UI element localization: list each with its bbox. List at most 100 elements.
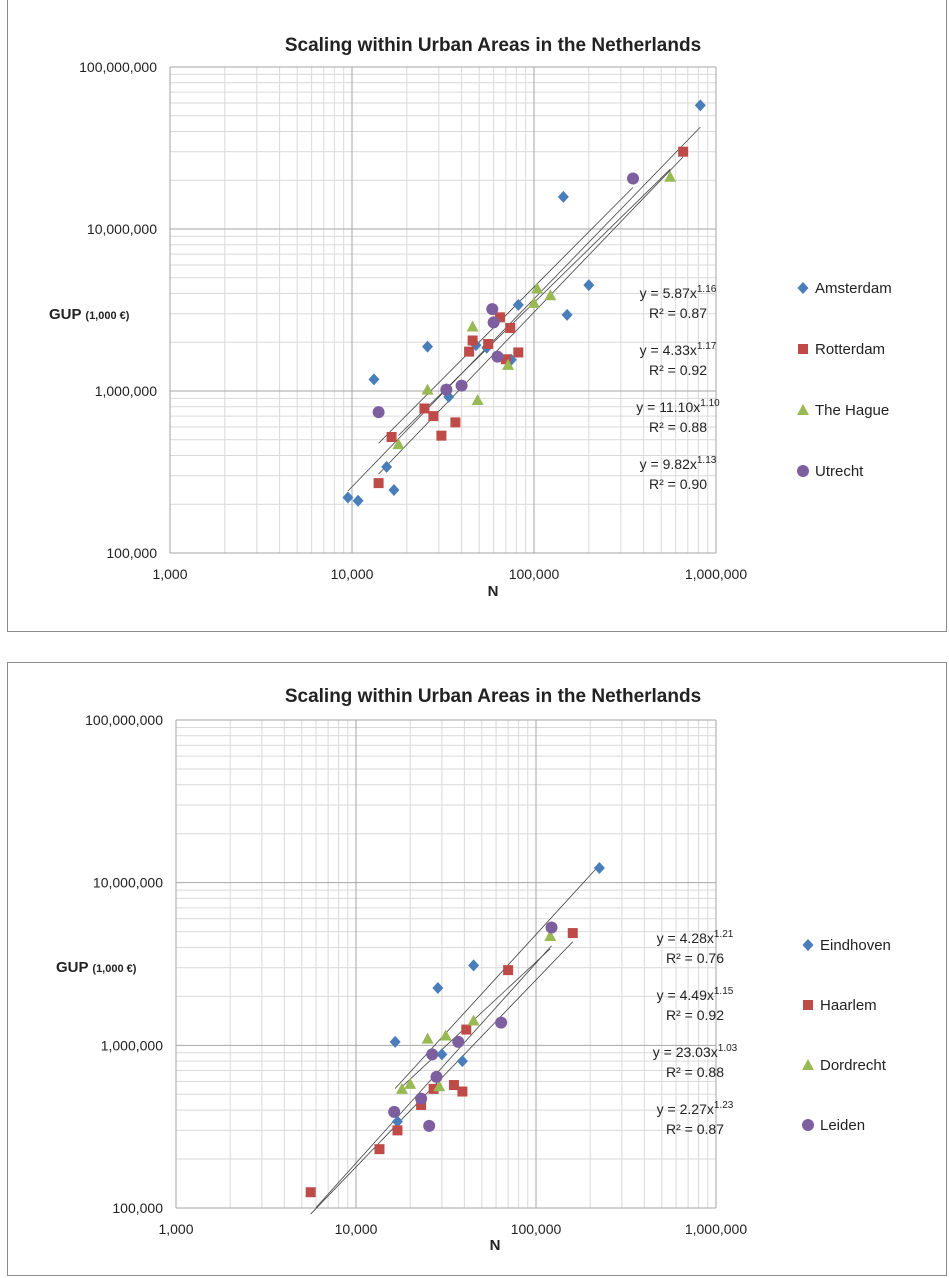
chart-1-rotterdam-point (505, 322, 516, 333)
chart-2-equation: y = 4.28x1.21 (657, 929, 734, 946)
chart-2-x-tick-label: 100,000 (511, 1221, 562, 1237)
chart-1-equation-exponent: 1.16 (697, 284, 717, 295)
chart-1-y-axis-label-main: GUP (49, 306, 82, 323)
chart-1-legend-label-rotterdam: Rotterdam (815, 341, 885, 358)
chart-2-title: Scaling within Urban Areas in the Nether… (285, 686, 701, 707)
chart-1-x-tick-label: 1,000,000 (685, 566, 747, 582)
chart-2-haarlem-point (416, 1099, 427, 1110)
chart-2-legend-item-leiden: Leiden (802, 1117, 865, 1134)
chart-2-legend-item-eindhoven: Eindhoven (802, 937, 891, 954)
chart-2-legend: Eindhoven Haarlem Dordrecht Leiden (802, 937, 891, 1134)
chart-2-leiden-point (426, 1048, 439, 1061)
chart-2-haarlem-point (457, 1086, 468, 1097)
chart-1-equation: y = 5.87x1.16 (640, 284, 717, 301)
chart-2-legend-marker-eindhoven (802, 939, 814, 951)
chart-1-the-hague-point (421, 383, 434, 395)
chart-2-equation-exponent: 1.15 (714, 986, 734, 997)
chart-1-trendline (378, 187, 634, 444)
chart-1-equation: y = 9.82x1.13 (640, 455, 717, 472)
chart-1-markers (342, 99, 706, 507)
chart-1-equation-r2: R² = 0.90 (649, 476, 707, 492)
chart-1-equation-base: y = 11.10x (636, 399, 700, 415)
chart-1-utrecht-point (486, 303, 499, 316)
chart-1-rotterdam-point (494, 312, 505, 323)
chart-1-the-hague-point (502, 358, 515, 370)
chart-1-utrecht-point (455, 379, 468, 392)
chart-1-the-hague-point (664, 170, 677, 182)
chart-1-trendline (378, 156, 684, 475)
chart-2-leiden-point (388, 1105, 401, 1118)
chart-2-leiden-point (430, 1070, 443, 1083)
chart-2-equation-r2: R² = 0.76 (666, 950, 724, 966)
chart-2-equation-exponent: 1.21 (714, 929, 734, 940)
chart-1-legend-marker-utrecht (797, 465, 809, 477)
chart-1-ticks: 1,000 10,000 100,000 1,000,000 100,000 1,000,… (79, 59, 747, 582)
chart-2-dordrecht-point (395, 1082, 408, 1094)
chart-1-the-hague-point (466, 320, 479, 332)
chart-2-ticks: 1,000 10,000 100,000 1,000,000 100,000 1,000,… (85, 712, 747, 1237)
chart-2-equation-r2: R² = 0.92 (666, 1007, 724, 1023)
chart-1-svg: Scaling within Urban Areas in the Nether… (49, 35, 892, 600)
chart-1-legend-item-the-hague: The Hague (797, 402, 889, 419)
chart-1-legend: Amsterdam Rotterdam The Hague Utrecht (797, 280, 892, 480)
chart-1-equation-exponent: 1.17 (697, 341, 717, 352)
chart-1-rotterdam-point (483, 339, 494, 350)
chart-1-rotterdam-point (467, 335, 478, 346)
chart-1-amsterdam-point (422, 340, 434, 353)
chart-1-x-tick-label: 10,000 (331, 566, 374, 582)
chart-2-eindhoven-point (432, 982, 444, 995)
chart-2-leiden-point (423, 1119, 436, 1132)
chart-1-amsterdam-point (561, 308, 573, 321)
chart-2-legend-marker-dordrecht (802, 1059, 814, 1070)
chart-2-equation-exponent: 1.03 (718, 1043, 738, 1054)
chart-2-dordrecht-point (544, 930, 557, 942)
chart-2-y-tick-label: 10,000,000 (93, 875, 163, 891)
chart-2-x-tick-label: 10,000 (335, 1221, 378, 1237)
chart-1-utrecht-point (627, 172, 640, 185)
chart-2-legend-marker-haarlem (803, 1000, 813, 1010)
chart-2-y-tick-label: 100,000 (112, 1200, 163, 1216)
chart-1-amsterdam-point (512, 298, 524, 311)
chart-1-amsterdam-point (557, 190, 569, 203)
chart-1-y-tick-label: 1,000,000 (95, 383, 157, 399)
chart-2-legend-label-leiden: Leiden (820, 1117, 865, 1134)
chart-2-dordrecht-point (433, 1080, 446, 1092)
chart-2-legend-item-dordrecht: Dordrecht (802, 1057, 887, 1074)
chart-1-x-tick-label: 100,000 (509, 566, 560, 582)
chart-1-amsterdam-point (381, 460, 393, 473)
chart-2-svg: Scaling within Urban Areas in the Nether… (56, 686, 891, 1254)
chart-1-equation: y = 11.10x1.10 (636, 398, 720, 415)
chart-1-trendline (347, 126, 701, 492)
chart-2-y-tick-label: 100,000,000 (85, 712, 163, 728)
chart-1-rotterdam-point (464, 346, 475, 357)
chart-1-x-axis-label: N (488, 583, 499, 600)
chart-2-legend-label-eindhoven: Eindhoven (820, 937, 891, 954)
chart-2-equation-base: y = 23.03x (653, 1044, 718, 1060)
chart-1-title: Scaling within Urban Areas in the Nether… (285, 35, 701, 56)
chart-2-leiden-point (545, 921, 558, 934)
chart-1-legend-marker-rotterdam (798, 344, 808, 354)
chart-1-amsterdam-point (352, 494, 364, 507)
chart-2-y-axis-label-main: GUP (56, 959, 89, 976)
chart-2-haarlem-point (305, 1187, 316, 1198)
chart-2-grid (175, 719, 717, 1209)
chart-1-y-tick-label: 10,000,000 (87, 221, 157, 237)
chart-2-equation-r2: R² = 0.87 (666, 1121, 724, 1137)
chart-1-the-hague-point (544, 289, 557, 301)
chart-2-haarlem-point (392, 1125, 403, 1136)
chart-2-eindhoven-point (468, 959, 480, 972)
chart-2-dordrecht-point (421, 1032, 434, 1044)
chart-2-eindhoven-point (456, 1055, 468, 1068)
chart-2-eindhoven-point (593, 862, 605, 875)
chart-1-the-hague-point (471, 393, 484, 405)
chart-1-rotterdam-point (419, 403, 430, 414)
chart-1-legend-item-rotterdam: Rotterdam (798, 341, 885, 358)
chart-2-eindhoven-point (389, 1035, 401, 1048)
chart-2-equation-r2: R² = 0.88 (666, 1064, 724, 1080)
chart-1-utrecht-point (491, 350, 504, 363)
chart-1-equation-exponent: 1.10 (700, 398, 720, 409)
chart-2-haarlem-point (428, 1083, 439, 1094)
chart-1-amsterdam-point (368, 373, 380, 386)
chart-1-y-axis-label: GUP (1,000 €) (49, 306, 130, 323)
chart-1-y-tick-label: 100,000,000 (79, 59, 157, 75)
